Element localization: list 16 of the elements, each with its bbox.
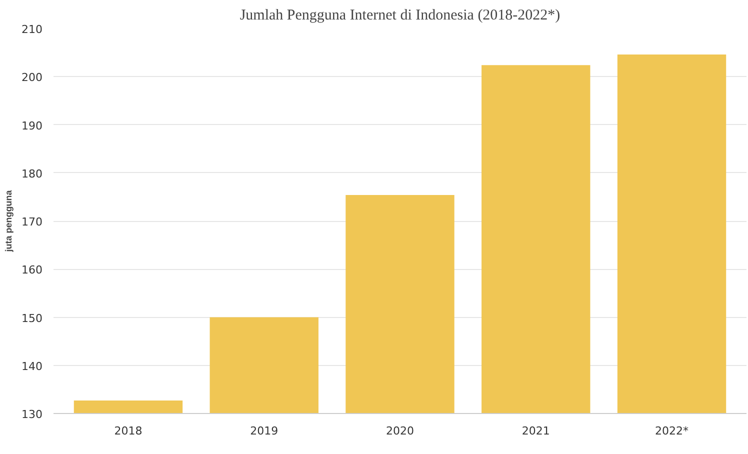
y-tick-label: 140 <box>22 360 43 373</box>
y-tick-label: 130 <box>22 408 43 421</box>
x-tick-label: 2022* <box>655 424 690 438</box>
x-tick-label: 2018 <box>114 424 142 438</box>
y-tick-label: 200 <box>22 71 43 84</box>
y-tick-label: 160 <box>22 264 43 277</box>
chart-title: Jumlah Pengguna Internet di Indonesia (2018-2022*) <box>240 8 560 24</box>
y-axis-title: juta pengguna <box>4 189 14 253</box>
x-tick-label: 2019 <box>250 424 278 438</box>
x-tick-label: 2020 <box>386 424 414 438</box>
y-tick-label: 210 <box>22 23 43 36</box>
y-tick-label: 180 <box>22 167 43 180</box>
y-tick-label: 170 <box>22 216 43 228</box>
x-tick-label: 2021 <box>522 424 550 438</box>
y-tick-label: 150 <box>22 312 43 325</box>
y-tick-label: 190 <box>22 119 43 132</box>
